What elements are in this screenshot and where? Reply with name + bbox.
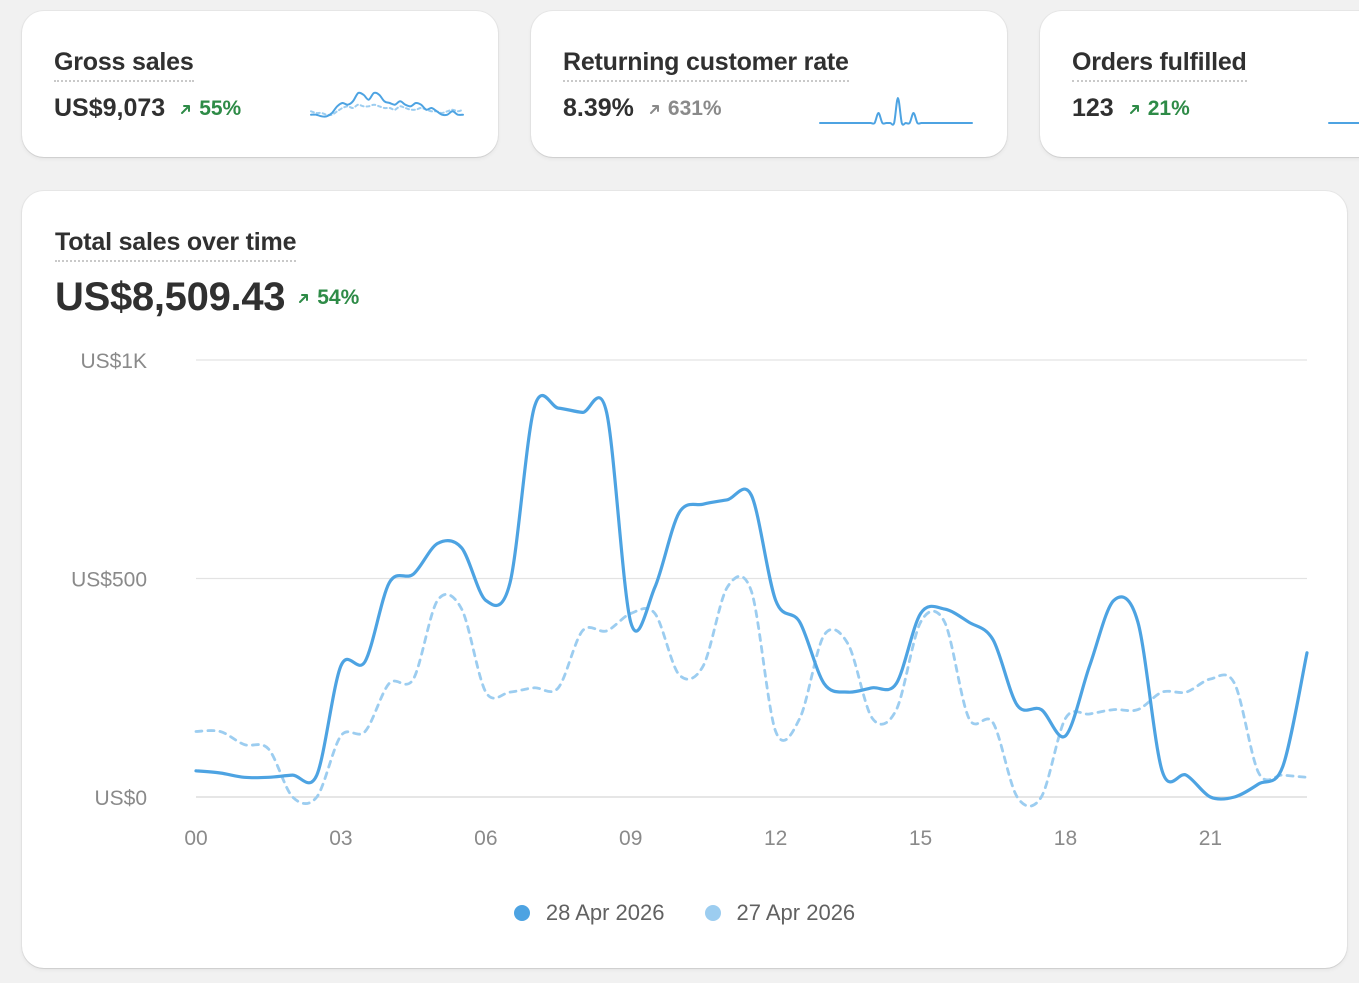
- delta-value: 631%: [667, 96, 722, 120]
- series-line-28-apr[interactable]: [194, 393, 1309, 801]
- gross-sales-sparkline: [310, 91, 464, 118]
- arrow-up-right-icon: [181, 104, 191, 114]
- legend-item-comparison[interactable]: 27 Apr 2026: [704, 900, 856, 926]
- kpi-title[interactable]: Gross sales: [54, 48, 194, 82]
- delta-value: 54%: [317, 285, 360, 309]
- x-tick-label: 00: [184, 827, 207, 850]
- orders-fulfilled-sparkline: [1328, 122, 1359, 124]
- x-tick-label: 15: [909, 827, 932, 850]
- returning-customer-sparkline: [819, 96, 973, 126]
- returning-customer-rate-card[interactable]: Returning customer rate 8.39% 631%: [531, 11, 1007, 157]
- sales-line-chart[interactable]: US$0 US$500 US$1K 00 03 06 09 12 15 18 21: [22, 191, 1347, 891]
- delta-badge: 631%: [648, 97, 722, 121]
- kpi-value: 123: [1072, 94, 1114, 122]
- x-tick-label: 12: [764, 827, 787, 850]
- kpi-value-row: US$9,073 55%: [54, 94, 241, 123]
- total-sales-card: Total sales over time US$8,509.43 54% US…: [22, 191, 1347, 968]
- x-tick-label: 06: [474, 827, 497, 850]
- sparkline-current: [819, 96, 973, 126]
- x-tick-label: 18: [1054, 827, 1077, 850]
- y-tick-label: US$1K: [80, 350, 147, 373]
- delta-badge: 54%: [297, 286, 359, 310]
- delta-badge: 55%: [179, 97, 241, 121]
- legend-label: 28 Apr 2026: [545, 900, 665, 925]
- legend-item-current[interactable]: 28 Apr 2026: [513, 900, 665, 926]
- kpi-value-row: 123 21%: [1072, 94, 1190, 123]
- arrow-up-right-icon: [1129, 104, 1139, 114]
- arrow-up-right-icon: [649, 104, 659, 114]
- chart-legend: 28 Apr 2026 27 Apr 2026: [22, 900, 1347, 926]
- series-line-27-apr[interactable]: [194, 574, 1309, 808]
- orders-fulfilled-card[interactable]: Orders fulfilled 123 21%: [1040, 11, 1359, 157]
- kpi-value-row: 8.39% 631%: [563, 94, 722, 123]
- arrow-up-right-icon: [299, 293, 309, 303]
- legend-label: 27 Apr 2026: [736, 900, 856, 925]
- delta-value: 55%: [199, 96, 242, 120]
- main-value-row: US$8,509.43 54%: [55, 275, 359, 320]
- kpi-value: 8.39%: [563, 94, 634, 122]
- legend-dot: [513, 905, 530, 921]
- y-tick-label: US$0: [94, 787, 147, 810]
- x-tick-label: 21: [1199, 827, 1222, 850]
- kpi-title[interactable]: Returning customer rate: [563, 48, 849, 82]
- x-tick-label: 09: [619, 827, 642, 850]
- x-tick-label: 03: [329, 827, 352, 850]
- kpi-title[interactable]: Orders fulfilled: [1072, 48, 1247, 82]
- delta-badge: 21%: [1128, 97, 1190, 121]
- chart-title[interactable]: Total sales over time: [55, 228, 296, 262]
- delta-value: 21%: [1147, 96, 1190, 120]
- kpi-value: US$9,073: [54, 94, 166, 122]
- legend-dot: [704, 905, 721, 921]
- sparkline-current: [310, 91, 464, 118]
- y-tick-label: US$500: [71, 569, 147, 592]
- gross-sales-card[interactable]: Gross sales US$9,073 55%: [22, 11, 498, 157]
- total-sales-value: US$8,509.43: [55, 275, 286, 319]
